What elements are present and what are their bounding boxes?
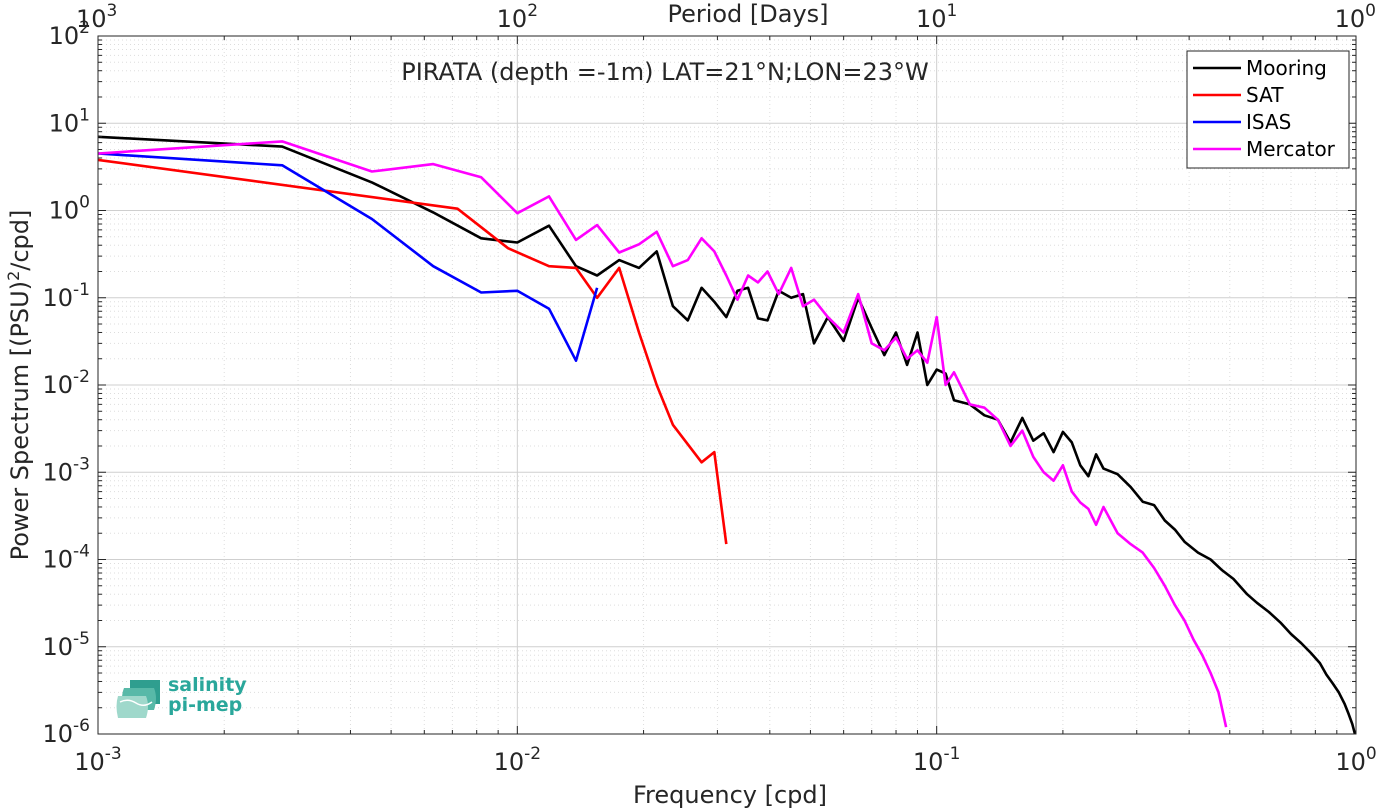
logo-mark-icon — [116, 680, 160, 718]
series-line-isas — [98, 152, 599, 363]
x-axis-label: Frequency [cpd] — [633, 781, 827, 809]
top-tick-label-exponent: 1 — [947, 1, 958, 21]
legend-entries: Mooring SAT ISAS Mercator — [1193, 56, 1336, 161]
x-tick-label-exponent: 0 — [1366, 744, 1377, 764]
top-tick-label-exponent: 2 — [527, 1, 538, 21]
y-tick-label: 10-6 — [43, 716, 91, 748]
legend-label-mercator: Mercator — [1246, 137, 1336, 161]
top-tick-label: 100 — [1335, 1, 1376, 33]
top-tick-label: 102 — [497, 1, 538, 33]
legend-label-mooring: Mooring — [1246, 56, 1327, 80]
x-tick-label: 100 — [1335, 744, 1376, 776]
data-series — [98, 135, 1356, 734]
x-tick-label-base: 10 — [494, 748, 525, 776]
top-tick-label: 103 — [76, 1, 117, 33]
y-tick-label: 100 — [49, 193, 90, 225]
y-tick-label-base: 10 — [49, 197, 80, 225]
y-tick-label: 10-2 — [43, 367, 91, 399]
y-axis-label-main: Power Spectrum [(PSU) — [6, 281, 34, 560]
y-tick-label-base: 10 — [43, 284, 74, 312]
y-tick-label-base: 10 — [43, 458, 74, 486]
x-tick-label-base: 10 — [1335, 748, 1366, 776]
y-tick-label-base: 10 — [43, 546, 74, 574]
y-tick-label-exponent: 0 — [79, 193, 90, 213]
top-tick-label-base: 10 — [497, 5, 528, 33]
series-line-sat — [98, 158, 728, 545]
y-tick-label-base: 10 — [43, 371, 74, 399]
y-tick-label-base: 10 — [43, 633, 74, 661]
logo-text-line1: salinity — [168, 674, 247, 696]
y-tick-label-exponent: -2 — [73, 367, 90, 387]
x-tick-label-exponent: -2 — [524, 744, 541, 764]
legend: Mooring SAT ISAS Mercator — [1186, 50, 1350, 169]
y-tick-label: 10-5 — [43, 629, 91, 661]
y-tick-label-exponent: 2 — [79, 18, 90, 38]
top-axis-label: Period [Days] — [667, 0, 828, 28]
y-axis-label: Power Spectrum [(PSU)2/cpd] — [4, 210, 34, 561]
y-tick-label-exponent: -3 — [73, 454, 90, 474]
x-tick-label: 10-2 — [494, 744, 542, 776]
top-tick-label-base: 10 — [76, 5, 107, 33]
x-tick-label-base: 10 — [913, 748, 944, 776]
legend-label-sat: SAT — [1246, 83, 1284, 107]
series-line-mooring — [98, 135, 1356, 734]
y-tick-label: 10-1 — [43, 280, 91, 312]
y-tick-label: 10-4 — [43, 542, 91, 574]
y-axis-label-unit: /cpd] — [6, 210, 34, 271]
x-tick-label-exponent: -3 — [105, 744, 122, 764]
y-tick-label-exponent: -1 — [73, 280, 90, 300]
top-tick-label-exponent: 0 — [1365, 1, 1376, 21]
y-tick-label-exponent: -6 — [73, 716, 90, 736]
y-tick-label: 102 — [49, 18, 90, 50]
y-tick-label-exponent: -5 — [73, 629, 90, 649]
series-line-mercator — [98, 140, 1228, 728]
y-tick-label-exponent: -4 — [73, 542, 90, 562]
top-tick-label-base: 10 — [916, 5, 947, 33]
salinity-pi-mep-logo: salinity pi-mep — [116, 672, 256, 722]
top-tick-label: 101 — [916, 1, 957, 33]
y-tick-label-base: 10 — [43, 720, 74, 748]
logo-text-line2: pi-mep — [168, 694, 243, 716]
y-tick-label-exponent: 1 — [79, 105, 90, 125]
x-tick-label-base: 10 — [74, 748, 105, 776]
top-tick-label-exponent: 3 — [107, 1, 118, 21]
x-tick-label-exponent: -1 — [943, 744, 960, 764]
x-tick-label: 10-3 — [74, 744, 122, 776]
x-tick-label: 10-1 — [913, 744, 961, 776]
top-tick-label-base: 10 — [1335, 5, 1366, 33]
y-tick-label-base: 10 — [49, 22, 80, 50]
chart-title: PIRATA (depth =-1m) LAT=21°N;LON=23°W — [401, 58, 928, 86]
legend-label-isas: ISAS — [1246, 110, 1291, 134]
y-axis-label-exponent: 2 — [4, 271, 23, 281]
y-tick-label: 101 — [49, 105, 90, 137]
y-tick-label: 10-3 — [43, 454, 91, 486]
minor-grid — [98, 36, 1356, 734]
y-tick-label-base: 10 — [49, 109, 80, 137]
